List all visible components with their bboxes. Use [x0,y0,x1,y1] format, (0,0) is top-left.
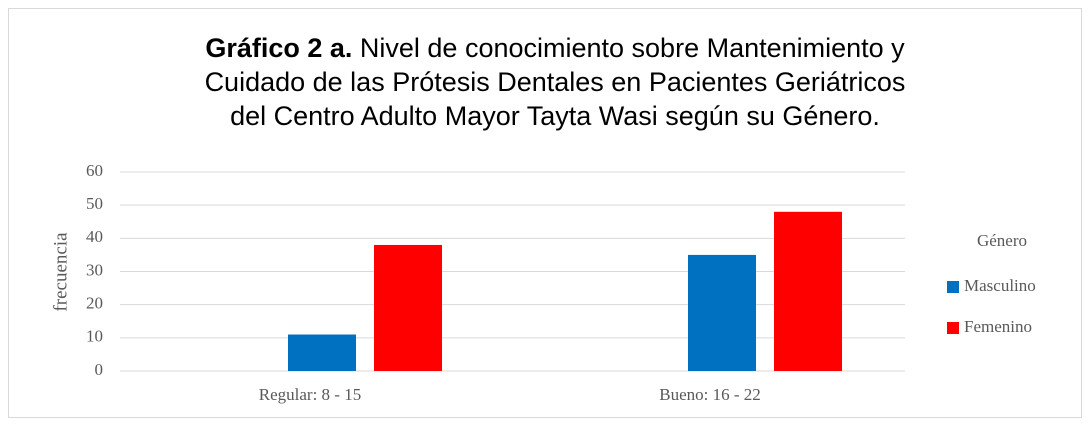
legend-title: Género [977,231,1027,250]
y-tick-label: 50 [86,194,103,213]
bar [774,211,842,371]
bar [288,334,356,371]
legend-label: Masculino [964,276,1036,295]
title-label: Gráfico 2 a. [205,33,352,63]
y-tick-label: 10 [86,327,103,346]
y-tick-label: 30 [86,260,103,279]
y-tick-label: 20 [86,294,103,313]
legend-swatch [947,281,959,293]
bar [374,244,442,371]
y-tick-label: 0 [95,360,104,379]
chart-title: Gráfico 2 a. Nivel de conocimiento sobre… [205,33,905,63]
legend-label: Femenino [964,317,1032,336]
title-line: Cuidado de las Prótesis Dentales en Paci… [205,67,906,97]
x-tick-label: Regular: 8 - 15 [259,385,361,404]
title-line: Nivel de conocimiento sobre Mantenimient… [360,33,905,63]
title-line: del Centro Adulto Mayor Tayta Wasi según… [230,101,880,131]
x-tick-label: Bueno: 16 - 22 [659,385,761,404]
y-tick-label: 60 [86,161,103,180]
y-axis-label: frecuencia [50,232,71,312]
y-tick-label: 40 [86,227,103,246]
legend-swatch [947,322,959,334]
bar [688,254,756,371]
chart-frame [8,8,1082,418]
